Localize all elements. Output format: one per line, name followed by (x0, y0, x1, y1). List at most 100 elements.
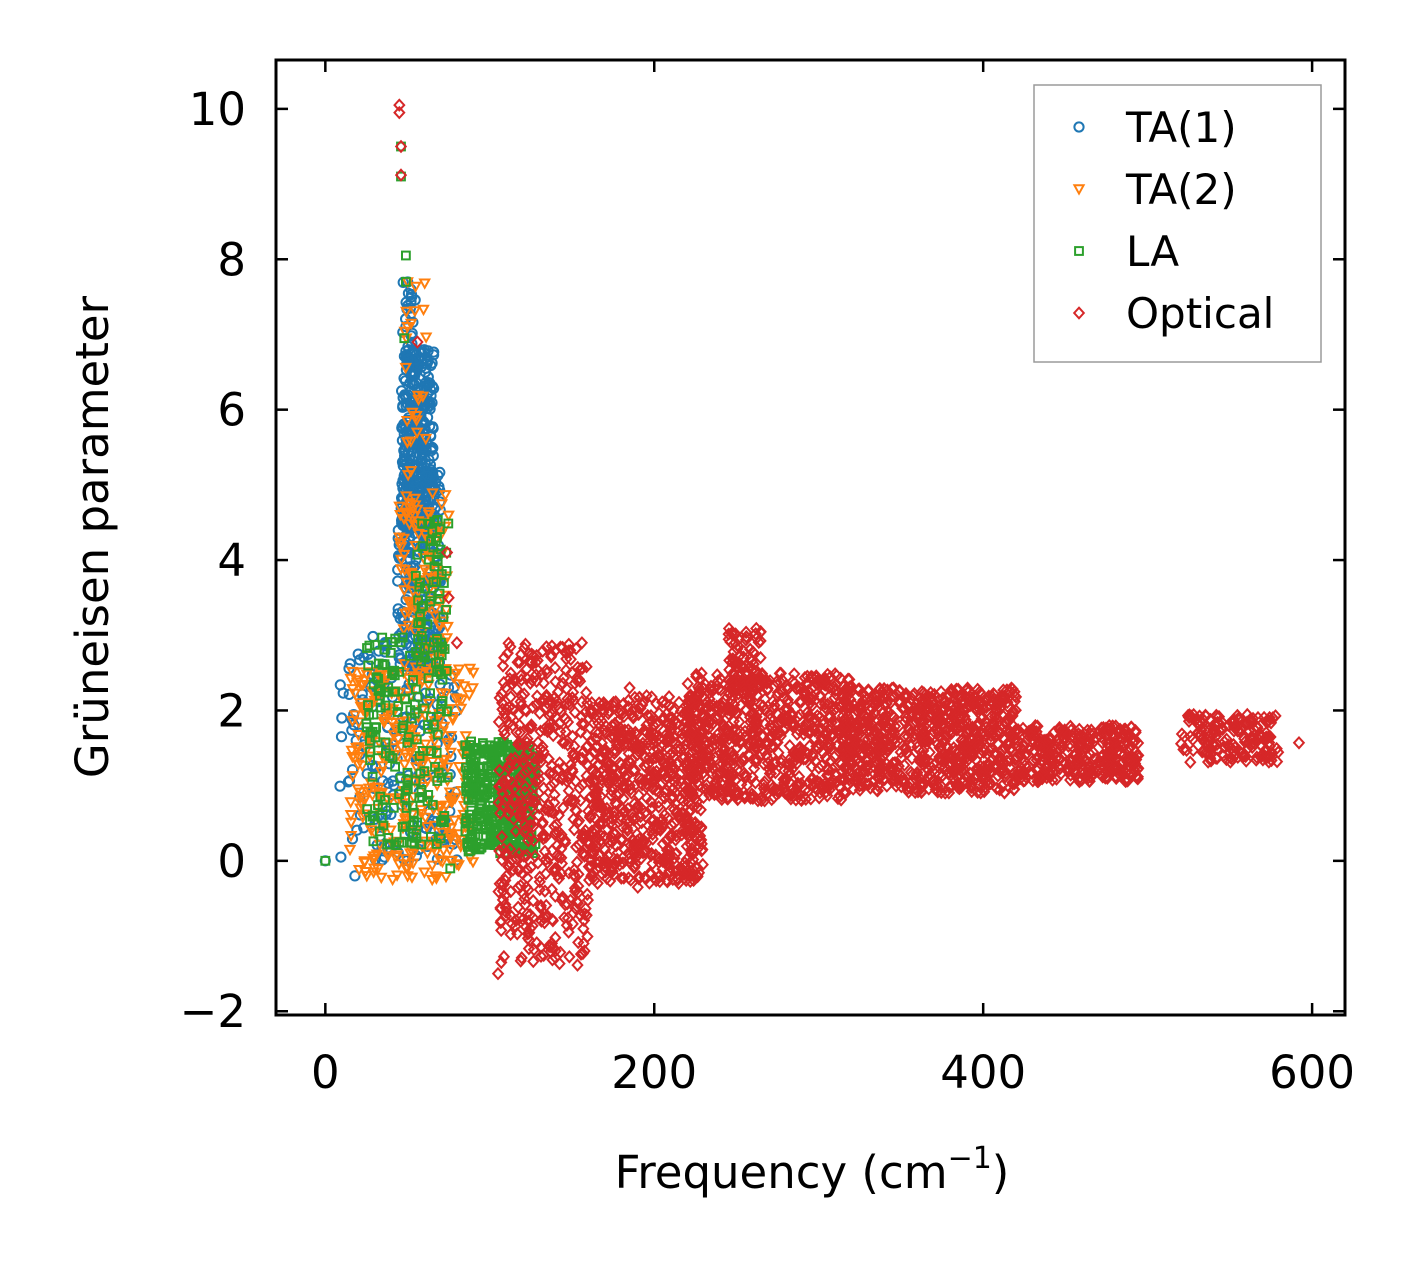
data-point-optical (555, 827, 568, 842)
data-point-optical (819, 750, 832, 765)
data-point-optical (861, 764, 875, 778)
data-point-optical (824, 778, 838, 792)
data-point-la (480, 777, 491, 788)
data-point-optical (942, 688, 956, 703)
data-point-optical (710, 679, 724, 693)
data-point-optical (514, 668, 528, 683)
data-point-ta-2- (360, 669, 374, 681)
data-point-optical (512, 708, 525, 722)
data-point-optical (608, 718, 621, 732)
data-point-optical (1045, 743, 1058, 757)
data-point-optical (725, 781, 738, 795)
data-point-la (415, 577, 425, 588)
data-point-optical (557, 671, 571, 685)
data-point-optical (718, 769, 731, 784)
data-point-optical (918, 693, 931, 707)
data-point-optical (850, 753, 864, 767)
data-point-ta-2- (401, 752, 414, 764)
data-point-optical (803, 739, 816, 753)
data-point-optical (931, 737, 944, 751)
data-point-optical (650, 822, 664, 837)
data-point-optical (527, 751, 541, 765)
data-point-la (432, 729, 443, 740)
data-point-optical (873, 743, 886, 757)
data-point-la (389, 686, 400, 697)
data-point-optical (727, 666, 740, 680)
data-point-ta-2- (409, 762, 423, 774)
data-point-optical (993, 753, 1007, 768)
data-point-ta-2- (444, 831, 458, 843)
data-point-optical (571, 815, 584, 830)
data-point-ta-2- (429, 603, 442, 616)
data-point-optical (772, 727, 785, 742)
data-point-optical (976, 734, 989, 749)
data-point-optical (797, 685, 810, 699)
data-point-optical (497, 774, 510, 788)
data-point-optical (720, 791, 734, 805)
data-point-ta-2- (348, 688, 362, 700)
data-point-optical (1082, 770, 1095, 785)
data-point-optical (532, 772, 546, 786)
data-point-optical (765, 760, 778, 775)
data-point-ta-2- (408, 306, 422, 318)
data-point-optical (573, 781, 586, 795)
data-point-ta-1- (427, 422, 439, 434)
data-point-optical (555, 856, 569, 871)
data-point-optical (841, 685, 855, 699)
data-point-la (441, 566, 452, 576)
data-point-ta-1- (347, 764, 359, 776)
data-point-optical (622, 723, 635, 737)
data-point-ta-1- (421, 470, 434, 482)
data-point-optical (685, 841, 699, 856)
data-point-optical (624, 729, 638, 743)
data-point-optical (616, 780, 629, 794)
data-point-optical (953, 724, 967, 738)
data-point-optical (984, 741, 997, 756)
data-point-optical (577, 921, 590, 936)
data-point-optical (530, 936, 543, 950)
data-point-optical (723, 687, 736, 701)
data-point-ta-2- (436, 856, 449, 869)
data-point-optical (734, 756, 747, 770)
data-point-optical (540, 688, 553, 703)
data-point-ta-1- (405, 330, 417, 342)
data-point-optical (679, 785, 692, 800)
data-point-ta-1- (422, 411, 434, 423)
data-point-ta-2- (359, 867, 372, 879)
data-point-optical (973, 685, 986, 699)
data-point-optical (649, 783, 663, 797)
data-point-optical (882, 768, 896, 783)
data-point-optical (754, 634, 767, 648)
data-point-la (411, 684, 421, 695)
data-point-la (429, 637, 439, 648)
data-point-optical (502, 636, 515, 651)
data-point-optical (795, 695, 808, 709)
data-point-optical (650, 873, 663, 888)
data-point-optical (505, 916, 519, 931)
data-point-ta-2- (352, 751, 365, 764)
data-point-ta-2- (462, 690, 476, 702)
data-point-optical (517, 750, 531, 765)
data-point-optical (852, 766, 865, 781)
data-point-optical (766, 781, 779, 795)
data-point-optical (862, 684, 875, 699)
data-point-optical (662, 690, 676, 704)
data-point-la (402, 784, 413, 795)
data-point-optical (682, 755, 695, 769)
data-point-ta-2- (435, 827, 449, 840)
data-point-optical (671, 777, 684, 792)
data-point-la (402, 737, 413, 748)
data-point-optical (935, 738, 948, 752)
data-point-optical (602, 758, 616, 772)
data-point-optical (614, 833, 628, 847)
data-point-ta-2- (426, 488, 439, 500)
data-point-optical (640, 777, 653, 791)
data-point-la (373, 685, 384, 696)
data-point-optical (901, 729, 915, 744)
data-point-optical (981, 723, 994, 737)
data-point-ta-2- (348, 710, 362, 722)
data-point-optical (704, 785, 718, 799)
data-point-la (417, 746, 428, 756)
data-point-optical (539, 802, 552, 816)
data-point-la (427, 799, 438, 810)
